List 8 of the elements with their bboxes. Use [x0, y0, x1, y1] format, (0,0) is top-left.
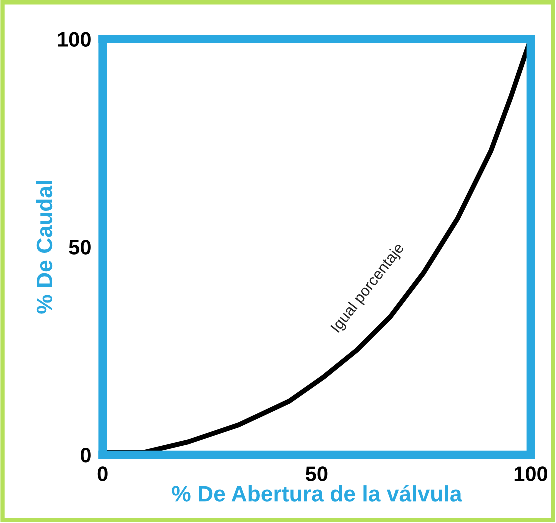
- x-axis-title: % De Abertura de la válvula: [172, 485, 462, 502]
- x-tick-label: 50: [306, 466, 328, 482]
- y-tick-label: 50: [69, 240, 91, 255]
- y-axis-title: % De Caudal: [36, 181, 53, 314]
- y-tick-label: 0: [80, 448, 91, 463]
- x-tick-label: 100: [514, 466, 548, 482]
- y-tick-label: 100: [58, 32, 91, 47]
- x-tick-label: 0: [98, 466, 108, 482]
